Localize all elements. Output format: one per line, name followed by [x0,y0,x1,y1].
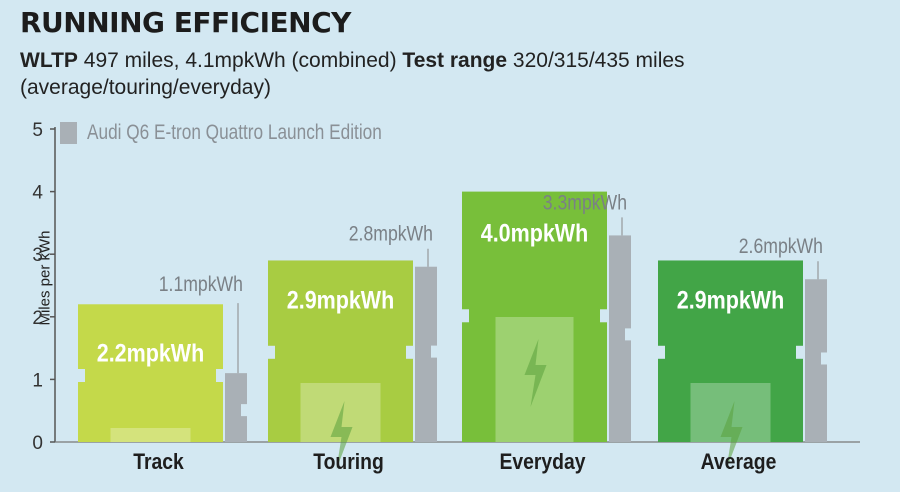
x-tick-label: Everyday [499,450,586,474]
y-tick-label: 1 [32,370,43,391]
y-tick-label: 3 [32,245,43,266]
battery-panel [110,428,191,442]
bar-notch [216,369,224,383]
y-tick-label: 2 [32,308,43,329]
wltp-label: WLTP [20,49,78,72]
bar-notch [406,345,414,359]
bar-value-label: 2.2mpkWh [97,339,204,367]
x-tick-label: Track [133,450,184,474]
test-range-text: 320/315/435 miles (average/touring/every… [20,49,685,99]
lightning-bolt-icon [720,401,743,469]
test-range-label: Test range [402,49,508,72]
bar-notch [461,309,469,323]
y-tick-label: 4 [32,183,43,204]
x-tick-label: Touring [313,450,384,474]
comparison-value-label: 1.1mpkWh [159,273,243,297]
lightning-bolt-icon [524,339,547,407]
bar-notch [77,369,85,383]
wltp-text: 497 miles, 4.1mpkWh (combined) [83,49,397,72]
bar-notch [241,404,248,417]
comparison-bar-average [805,279,827,442]
bar-value-label: 2.9mpkWh [677,286,784,314]
comparison-value-label: 2.8mpkWh [349,222,433,246]
x-tick-label: Average [701,450,777,474]
bar-notch [431,345,438,358]
lightning-bolt-icon [330,401,353,469]
comparison-bar-everyday [609,235,631,442]
bar-notch [600,309,608,323]
comparison-bar-touring [415,266,437,442]
bar-value-label: 4.0mpkWh [481,219,588,247]
legend-label: Audi Q6 E-tron Quattro Launch Edition [87,121,382,144]
comparison-value-label: 3.3mpkWh [543,191,627,215]
bar-notch [657,345,665,359]
comparison-value-label: 2.6mpkWh [739,235,823,259]
bar-everyday [462,191,607,442]
legend: Audi Q6 E-tron Quattro Launch Edition [60,121,447,145]
bar-notch [796,345,804,359]
bar-notch [625,328,632,341]
bar-notch [267,345,275,359]
comparison-bar-track [225,373,247,442]
legend-swatch [60,122,77,144]
bar-value-label: 2.9mpkWh [287,286,394,314]
battery-panel [495,317,574,442]
chart-subtitle: WLTP 497 miles, 4.1mpkWh (combined) Test… [20,47,880,101]
bar-track [78,304,223,442]
chart-title: RUNNING EFFICIENCY [20,6,351,39]
y-tick-label: 0 [32,433,43,454]
bar-notch [821,352,828,365]
y-tick-label: 5 [32,120,43,141]
